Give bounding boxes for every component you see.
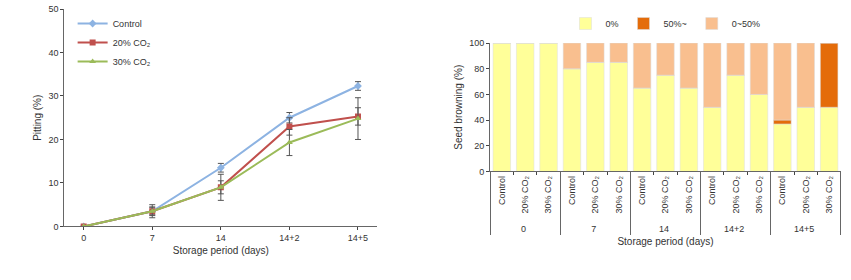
svg-text:20% CO₂: 20% CO₂ xyxy=(590,176,600,214)
svg-text:Control: Control xyxy=(637,176,647,205)
svg-text:Pitting (%): Pitting (%) xyxy=(32,95,43,141)
svg-text:20: 20 xyxy=(474,141,484,151)
svg-text:0: 0 xyxy=(53,222,58,232)
svg-text:30% CO₂: 30% CO₂ xyxy=(754,176,764,214)
svg-text:0%: 0% xyxy=(605,19,618,29)
svg-text:50%~: 50%~ xyxy=(663,19,686,29)
svg-text:0~50%: 0~50% xyxy=(732,19,760,29)
svg-text:20% CO₂: 20% CO₂ xyxy=(660,176,670,214)
svg-text:14+2: 14+2 xyxy=(279,233,299,243)
svg-text:14: 14 xyxy=(659,224,669,234)
svg-text:100: 100 xyxy=(469,38,484,48)
svg-text:30% CO₂: 30% CO₂ xyxy=(544,176,554,214)
svg-text:14+2: 14+2 xyxy=(724,224,744,234)
svg-text:Storage period (days): Storage period (days) xyxy=(173,245,269,256)
svg-text:60: 60 xyxy=(474,90,484,100)
svg-text:20% CO₂: 20% CO₂ xyxy=(731,176,741,214)
svg-text:0: 0 xyxy=(81,233,86,243)
svg-text:40: 40 xyxy=(474,115,484,125)
svg-text:14: 14 xyxy=(216,233,226,243)
svg-text:0: 0 xyxy=(479,167,484,177)
svg-text:Seed browning (%): Seed browning (%) xyxy=(453,65,464,150)
svg-text:80: 80 xyxy=(474,64,484,74)
svg-text:Control: Control xyxy=(497,176,507,205)
svg-text:14+5: 14+5 xyxy=(348,233,368,243)
svg-text:14+5: 14+5 xyxy=(794,224,814,234)
svg-text:40: 40 xyxy=(48,48,58,58)
svg-text:20% CO₂: 20% CO₂ xyxy=(520,176,530,214)
svg-text:30% CO₂: 30% CO₂ xyxy=(113,57,151,67)
svg-text:30% CO₂: 30% CO₂ xyxy=(614,176,624,214)
svg-text:Control: Control xyxy=(567,176,577,205)
svg-text:Storage period (days): Storage period (days) xyxy=(617,236,713,247)
svg-text:10: 10 xyxy=(48,178,58,188)
svg-text:20: 20 xyxy=(48,135,58,145)
svg-text:Control: Control xyxy=(113,19,142,29)
svg-text:Control: Control xyxy=(707,176,717,205)
svg-text:30: 30 xyxy=(48,91,58,101)
svg-text:0: 0 xyxy=(521,224,526,234)
svg-text:50: 50 xyxy=(48,4,58,14)
svg-text:30% CO₂: 30% CO₂ xyxy=(824,176,834,214)
svg-text:30% CO₂: 30% CO₂ xyxy=(684,176,694,214)
svg-text:20% CO₂: 20% CO₂ xyxy=(801,176,811,214)
svg-text:20% CO₂: 20% CO₂ xyxy=(113,38,151,48)
svg-text:7: 7 xyxy=(591,224,596,234)
svg-text:Control: Control xyxy=(777,176,787,205)
svg-text:7: 7 xyxy=(150,233,155,243)
